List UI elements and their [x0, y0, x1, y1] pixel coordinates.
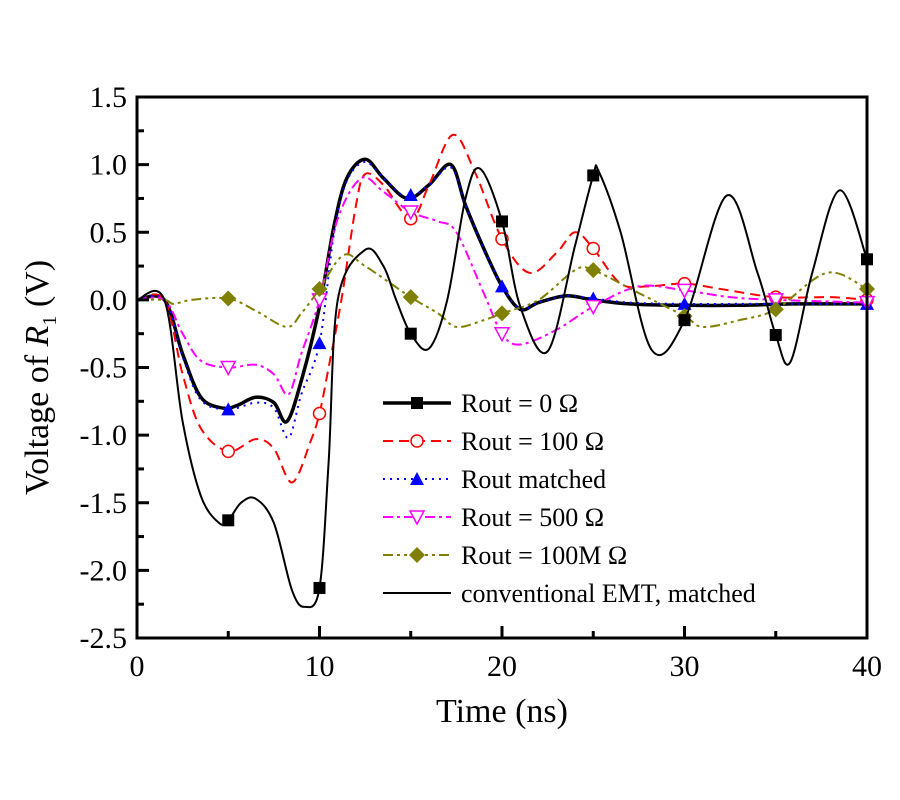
data-marker — [496, 215, 508, 228]
y-tick-label: 1.5 — [90, 81, 128, 114]
data-marker — [220, 290, 237, 307]
y-tick-label: -1.0 — [80, 419, 128, 452]
data-marker — [767, 301, 784, 318]
legend-label: conventional EMT, matched — [461, 579, 756, 608]
legend-marker — [408, 510, 426, 526]
legend-item: Rout matched — [383, 465, 606, 494]
series-layer — [136, 133, 876, 609]
x-tick-labels: 0 10 20 30 40 — [130, 650, 883, 683]
data-marker — [587, 169, 600, 182]
legend-label: Rout matched — [461, 465, 606, 494]
ticks-layer — [135, 95, 869, 640]
legend-label: Rout = 100M Ω — [461, 541, 627, 570]
x-tick-label: 10 — [305, 650, 335, 683]
x-tick-label: 40 — [852, 650, 882, 683]
legend-marker — [411, 397, 423, 409]
data-marker — [678, 314, 691, 327]
y-tick-label: 0.5 — [90, 216, 128, 249]
data-marker — [312, 336, 327, 350]
data-marker — [493, 326, 511, 343]
x-tick-label: 20 — [487, 650, 517, 683]
y-tick-label: 0.0 — [90, 284, 128, 317]
series-line — [136, 176, 868, 396]
y-tick-label: -2.0 — [80, 554, 128, 587]
y-axis-title-var: R — [19, 325, 56, 347]
y-axis-title-sub: 1 — [39, 316, 61, 326]
x-tick-label: 0 — [130, 650, 145, 683]
data-marker — [676, 283, 693, 299]
legend-item: Rout = 0 Ω — [383, 389, 578, 418]
data-marker — [769, 329, 782, 342]
legend-item: Rout = 500 Ω — [383, 503, 604, 532]
data-marker — [312, 406, 327, 421]
y-tick-label: -2.5 — [80, 622, 128, 655]
legend-marker — [409, 547, 425, 563]
data-marker — [585, 262, 602, 279]
legend-item: conventional EMT, matched — [383, 579, 756, 608]
data-marker — [402, 289, 419, 306]
data-marker — [311, 281, 328, 298]
x-tick-label: 30 — [670, 650, 700, 683]
y-tick-label: -0.5 — [80, 352, 128, 385]
data-marker — [586, 241, 600, 256]
legend-label: Rout = 0 Ω — [461, 389, 578, 418]
legend-item: Rout = 100 Ω — [383, 427, 604, 456]
data-marker — [677, 296, 692, 310]
data-marker — [221, 402, 236, 416]
data-marker — [221, 444, 235, 459]
x-axis-title: Time (ns) — [436, 693, 568, 730]
y-axis-title-prefix: Voltage of — [19, 346, 56, 495]
data-marker — [584, 299, 602, 316]
y-tick-label: -1.5 — [80, 487, 128, 520]
legend: Rout = 0 Ω Rout = 100 Ω Rout matched Rout =… — [383, 389, 756, 608]
data-marker — [767, 293, 785, 309]
legend-item: Rout = 100M Ω — [383, 541, 627, 570]
legend-marker — [410, 434, 424, 448]
data-marker — [404, 327, 417, 340]
data-marker — [313, 581, 326, 594]
data-marker — [219, 360, 237, 377]
data-marker — [402, 205, 420, 221]
legend-label: Rout = 500 Ω — [461, 503, 604, 532]
data-marker — [222, 514, 235, 527]
series-line — [136, 164, 868, 609]
data-marker — [403, 188, 418, 202]
y-tick-label: 1.0 — [90, 149, 128, 182]
data-marker — [495, 279, 509, 293]
y-axis-title: Voltage of R1 (V) — [19, 260, 61, 495]
legend-label: Rout = 100 Ω — [461, 427, 604, 456]
y-tick-labels: 1.5 1.0 0.5 0.0 -0.5 -1.0 -1.5 -2.0 -2.5 — [80, 81, 128, 655]
legend-marker — [410, 472, 424, 485]
y-axis-title-suffix: (V) — [19, 260, 56, 316]
data-marker — [494, 305, 510, 322]
